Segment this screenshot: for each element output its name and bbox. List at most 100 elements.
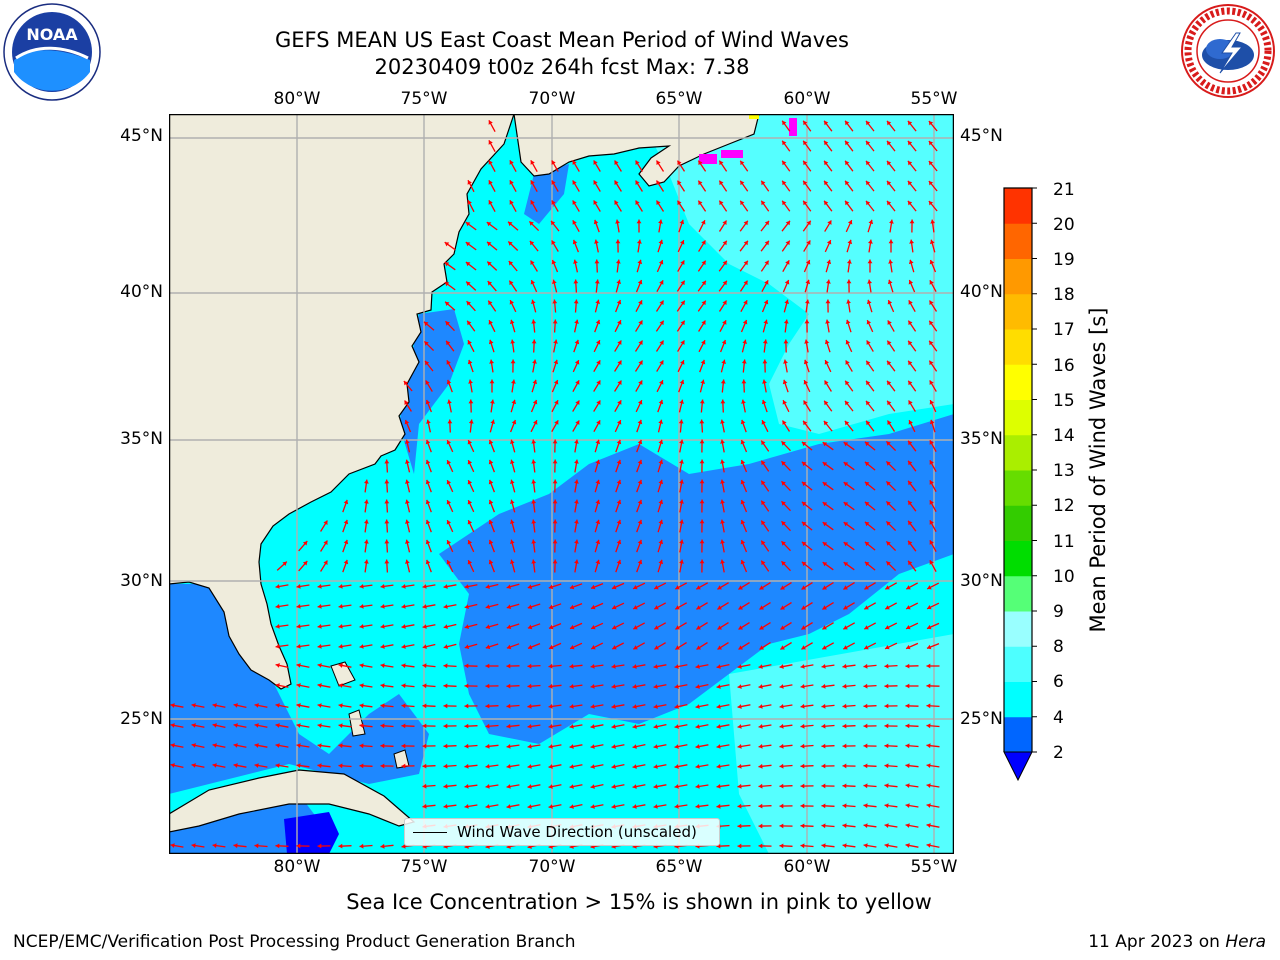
wave-direction-arrowhead [511,420,517,425]
wave-direction-arrowhead [359,644,364,649]
wave-direction-arrowhead [464,743,469,749]
wave-direction-arrowhead [611,724,616,729]
wave-direction-arrowhead [782,180,787,186]
wave-direction-arrowhead [926,743,931,749]
wave-direction-arrowhead [658,539,664,545]
wave-direction-arrowhead [867,279,872,284]
wave-direction-arrowhead [403,381,409,386]
wave-direction-arrowhead [804,339,809,344]
wave-direction-arrowhead [908,420,913,425]
wave-direction-arrowhead [468,419,474,424]
wave-direction-arrowhead [658,439,664,445]
wave-direction-arrowhead [590,804,595,809]
wave-direction-arrowhead [675,585,680,590]
wave-direction-arrowhead [716,704,721,709]
wave-direction-arrowhead [929,520,934,525]
wave-direction-arrowhead [864,605,869,610]
wave-direction-arrowhead [531,479,537,484]
wave-direction-arrowhead [401,703,406,709]
wave-direction-arrowhead [574,539,579,544]
wave-direction-arrowhead [784,280,790,285]
wave-direction-arrowhead [929,280,934,285]
wave-direction-arrowhead [637,419,643,425]
colorbar-underflow-triangle [1003,751,1033,782]
colorbar-segment [1004,470,1032,506]
wave-direction-arrowhead [338,584,343,589]
wave-direction-arrowhead [679,479,684,484]
colorbar-segment [1004,611,1032,647]
wave-direction-arrowhead [570,645,575,650]
wave-direction-arrowhead [800,823,805,829]
wave-direction-arrowhead [233,743,238,748]
wave-direction-arrowhead [905,663,910,669]
wave-direction-arrowhead [889,219,894,224]
wave-direction-arrowhead [761,420,766,425]
wave-direction-arrowhead [488,499,494,505]
wave-direction-arrowhead [446,340,451,346]
wave-direction-arrowhead [632,784,637,789]
wave-direction-arrowhead [779,783,784,789]
wave-direction-arrowhead [737,843,742,849]
wave-direction-arrowhead [488,140,493,145]
wave-direction-arrowhead [680,300,685,306]
wave-direction-arrowhead [633,625,638,630]
wave-direction-arrowhead [552,499,558,504]
wave-direction-arrowhead [552,279,557,284]
wave-direction-arrowhead [443,804,448,809]
map-title-line2: 20230409 t00z 264h fcst Max: 7.38 [374,55,750,79]
colorbar-tick-label: 9 [1053,602,1064,622]
noaa-logo: NOAA [3,3,101,101]
wave-direction-arrowhead [908,340,913,346]
wave-direction-arrowhead [464,784,469,789]
wave-direction-arrowhead [801,561,807,567]
wave-direction-arrowhead [737,823,742,829]
colorbar-title: Mean Period of Wind Waves [s] [1086,307,1110,633]
wave-direction-arrowhead [532,379,538,385]
wave-direction-arrowhead [422,783,427,789]
wave-direction-arrowhead [511,379,516,384]
wave-direction-arrowhead [510,339,515,344]
wave-direction-arrowhead [866,140,871,146]
wave-direction-arrowhead [384,539,390,544]
wave-direction-arrowhead [680,280,685,286]
wave-direction-arrowhead [485,743,490,749]
wave-direction-arrowhead [887,160,892,166]
wave-direction-arrowhead [616,279,621,284]
wave-direction-arrowhead [296,604,301,609]
wave-direction-arrowhead [405,559,410,564]
wave-direction-arrowhead [614,160,619,165]
wave-direction-arrowhead [405,519,410,524]
wave-direction-arrowhead [886,561,891,566]
wave-direction-arrowhead [654,585,659,590]
wave-direction-arrowhead [677,160,682,166]
wave-direction-arrowhead [780,645,785,650]
wave-direction-arrowhead [637,439,643,445]
lon-label-bottom: 80°W [273,857,321,877]
wave-direction-arrowhead [548,683,553,689]
wave-direction-arrowhead [761,200,766,206]
wave-direction-arrowhead [527,683,532,689]
wave-direction-arrowhead [380,843,385,849]
wave-direction-arrowhead [781,481,786,486]
wave-direction-arrowhead [654,605,659,610]
wave-direction-arrowhead [929,320,934,326]
wave-direction-arrowhead [759,625,764,630]
wave-direction-arrowhead [467,560,473,565]
wave-direction-arrowhead [443,584,448,589]
land-bahamas [348,709,366,737]
wave-direction-arrowhead [781,541,786,546]
wave-direction-arrowhead [447,399,452,404]
noaa-logo-text: NOAA [26,25,78,44]
wave-direction-arrowhead [595,519,601,525]
wave-direction-arrowhead [716,784,721,789]
wave-direction-arrowhead [467,500,473,505]
wave-direction-arrowhead [527,624,533,630]
wave-direction-arrowhead [658,419,663,424]
wave-direction-arrowhead [762,379,767,384]
wave-direction-arrowhead [531,559,537,564]
wave-direction-arrowhead [552,439,558,444]
wave-direction-arrowhead [719,180,724,186]
wave-direction-arrowhead [761,480,766,486]
wave-direction-arrowhead [824,339,830,345]
wave-direction-arrowhead [574,559,579,564]
